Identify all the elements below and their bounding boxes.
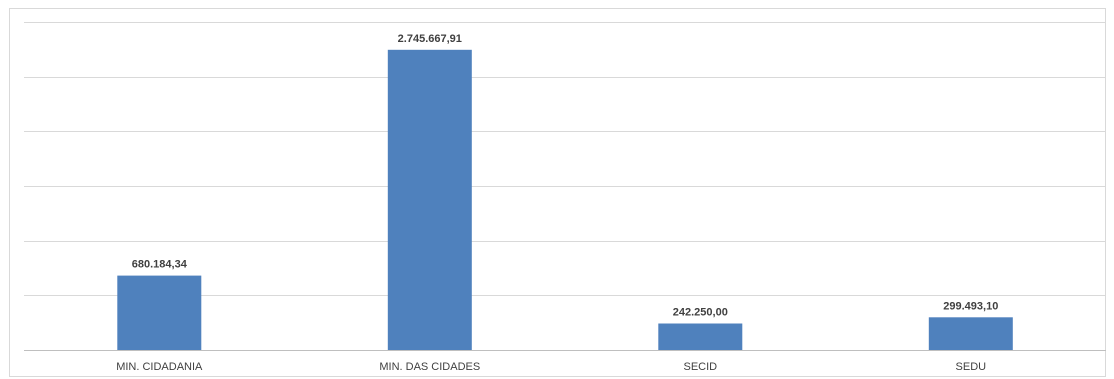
data-label: 680.184,34 [132, 259, 188, 271]
bar [658, 323, 743, 350]
data-label: 299.493,10 [943, 300, 998, 312]
bar [117, 275, 202, 350]
x-tick-labels: MIN. CIDADANIA MIN. DAS CIDADES SECID SEDU [116, 361, 986, 373]
bar [928, 317, 1013, 350]
bar [387, 49, 472, 351]
bars [117, 49, 1013, 351]
data-label: 242.250,00 [673, 307, 728, 319]
x-tick-label: SEDU [956, 361, 987, 373]
gridlines [24, 22, 1106, 351]
data-label: 2.745.667,91 [398, 33, 462, 45]
x-tick-label: MIN. CIDADANIA [116, 361, 203, 373]
x-tick-label: SECID [683, 361, 717, 373]
data-labels: 680.184,34 2.745.667,91 242.250,00 299.493,… [132, 33, 999, 319]
x-tick-label: MIN. DAS CIDADES [379, 361, 480, 373]
